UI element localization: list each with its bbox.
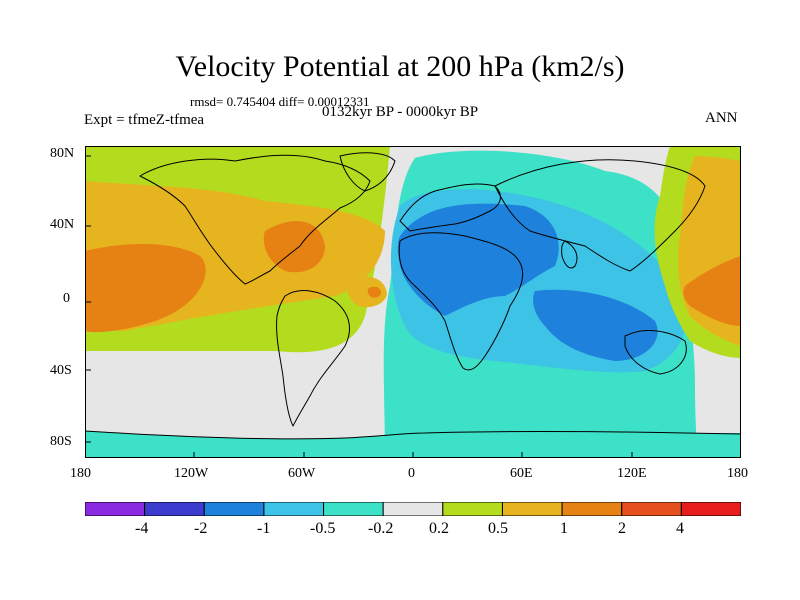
colorbar-label: -0.2 [368, 520, 394, 537]
lon-label-0: 0 [408, 466, 415, 481]
coastline-antarctica [85, 430, 741, 440]
lon-label-60w: 60W [288, 466, 316, 481]
season-label: ANN [705, 110, 738, 126]
colorbar-swatch [442, 502, 503, 516]
coastlines [85, 152, 741, 440]
period-label: 0132kyr BP - 0000kyr BP [322, 104, 479, 120]
coastline-africa [398, 232, 524, 371]
colorbar-swatch [144, 502, 205, 516]
colorbar-label: -1 [257, 520, 271, 537]
colorbar-swatch [621, 502, 682, 516]
colorbar-label: 2 [618, 520, 626, 537]
lon-label-120e: 120E [617, 466, 647, 481]
colorbar-label: -2 [194, 520, 208, 537]
colorbar-swatch [680, 502, 741, 516]
coastline-asia [494, 159, 706, 272]
lat-label-0: 0 [63, 291, 70, 306]
lat-label-80s: 80S [50, 434, 72, 449]
lon-label-180w: 180 [70, 466, 91, 481]
lon-label-120w: 120W [174, 466, 209, 481]
colorbar-swatch [85, 502, 146, 516]
colorbar-label: 0.2 [429, 520, 449, 537]
experiment-label: Expt = tfmeZ-tfmea [84, 112, 205, 128]
lat-label-80n: 80N [50, 146, 75, 161]
negative-indian-05 [533, 289, 658, 361]
colorbar [85, 502, 741, 516]
positive-atlantic-1 [367, 286, 381, 298]
colorbar-swatch [561, 502, 623, 516]
colorbar-swatch [203, 502, 265, 516]
lat-label-40n: 40N [50, 217, 75, 232]
colorbar-label: 1 [560, 520, 568, 537]
negative-eurafrica-05 [397, 203, 559, 316]
colorbar-swatch [323, 502, 384, 516]
positive-americas-1 [85, 244, 206, 333]
positive-atlantic-05 [347, 276, 387, 308]
colorbar-swatch [382, 502, 444, 516]
negative-band-southern [85, 431, 741, 458]
stats-text: rmsd= 0.745404 diff= 0.00012331 [190, 94, 370, 109]
figure-title: Velocity Potential at 200 hPa (km2/s) [175, 50, 625, 83]
coastline-north-america [139, 154, 371, 285]
coastline-australia [624, 330, 687, 375]
coastline-greenland [339, 152, 396, 192]
colorbar-swatch [501, 502, 563, 516]
map-panel [85, 146, 741, 458]
positive-westpacific-1 [683, 256, 741, 326]
tick-marks [85, 155, 633, 458]
colorbar-label: -4 [135, 520, 149, 537]
colorbar-label: -0.5 [310, 520, 336, 537]
lat-label-40s: 40S [50, 363, 72, 378]
colorbar-label: 4 [676, 520, 684, 537]
lon-label-60e: 60E [510, 466, 533, 481]
colorbar-label: 0.5 [488, 520, 508, 537]
colorbar-swatch [263, 502, 325, 516]
coastline-europe [399, 183, 501, 232]
coastline-india [561, 240, 578, 269]
lon-label-180e: 180 [727, 466, 748, 481]
coastline-south-america [276, 290, 350, 427]
